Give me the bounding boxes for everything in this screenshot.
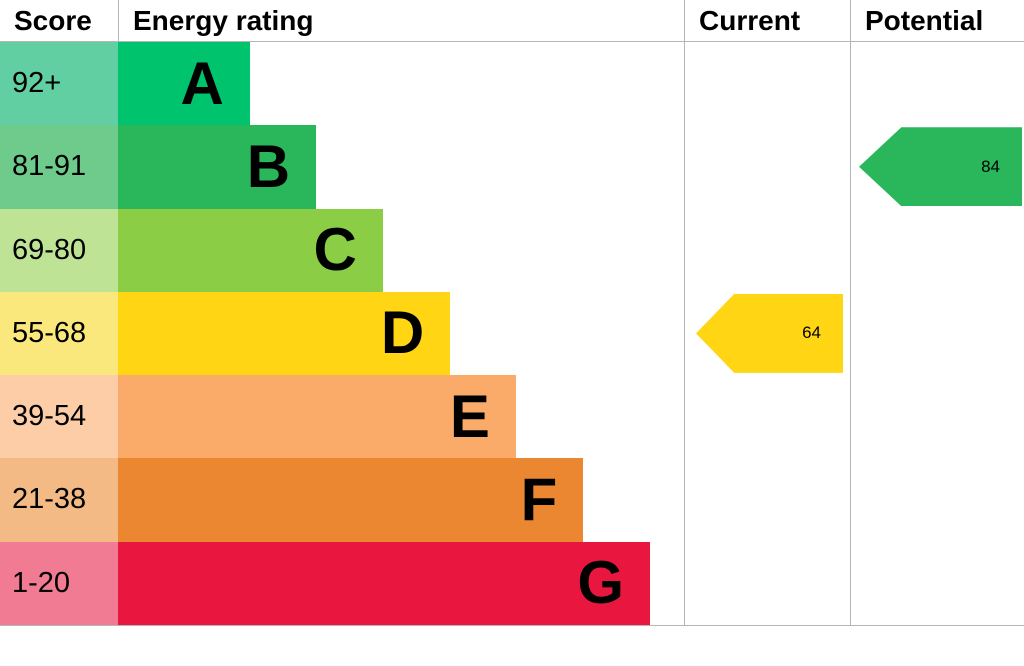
band-bar-b: B (118, 125, 317, 209)
score-range-c: 69-80 (12, 233, 87, 266)
potential-column: 84 (850, 42, 1024, 625)
band-letter-e: E (449, 382, 490, 450)
bar-cell-e: E (118, 375, 684, 459)
header-current: Current (684, 0, 850, 42)
score-range-g: 1-20 (12, 566, 71, 599)
bar-cell-b: B (118, 125, 684, 209)
header-potential: Potential (850, 0, 1024, 42)
score-range-f: 21-38 (12, 483, 87, 516)
band-bar-e: E (118, 375, 516, 459)
band-letter-g: G (577, 549, 625, 617)
bar-cell-f: F (118, 458, 684, 542)
score-cell-f: 21-38 (0, 458, 118, 542)
band-letter-f: F (520, 465, 558, 533)
score-range-a: 92+ (12, 67, 62, 100)
header-score: Score (0, 0, 118, 42)
band-letter-a: A (180, 49, 224, 117)
epc-chart: Score Energy rating Current Potential 64… (0, 0, 1024, 626)
band-letter-d: D (380, 299, 425, 367)
score-cell-d: 55-68 (0, 291, 118, 376)
score-range-d: 55-68 (12, 316, 87, 349)
score-range-e: 39-54 (12, 400, 87, 433)
score-cell-a: 92+ (0, 42, 118, 126)
band-bar-g: G (118, 541, 651, 625)
score-cell-e: 39-54 (0, 375, 118, 459)
bar-cell-g: G (118, 541, 684, 625)
band-letter-b: B (246, 132, 291, 200)
band-bar-f: F (118, 458, 584, 542)
band-bar-d: D (118, 291, 451, 376)
band-bar-a: A (118, 42, 250, 126)
band-bar-c: C (118, 208, 383, 292)
potential-value: 84 (981, 156, 1000, 176)
potential-arrow: 84 (859, 127, 1022, 207)
band-letter-c: C (313, 216, 357, 284)
score-cell-c: 69-80 (0, 208, 118, 292)
bar-cell-c: C (118, 208, 684, 292)
score-cell-b: 81-91 (0, 125, 118, 209)
score-range-b: 81-91 (12, 150, 87, 183)
score-cell-g: 1-20 (0, 541, 118, 625)
header-energy-rating: Energy rating (118, 0, 684, 42)
bar-cell-a: A (118, 42, 684, 126)
current-value: 64 (802, 323, 821, 343)
current-arrow: 64 (696, 293, 843, 373)
bar-cell-d: D (118, 291, 684, 376)
current-column: 64 (684, 42, 850, 625)
